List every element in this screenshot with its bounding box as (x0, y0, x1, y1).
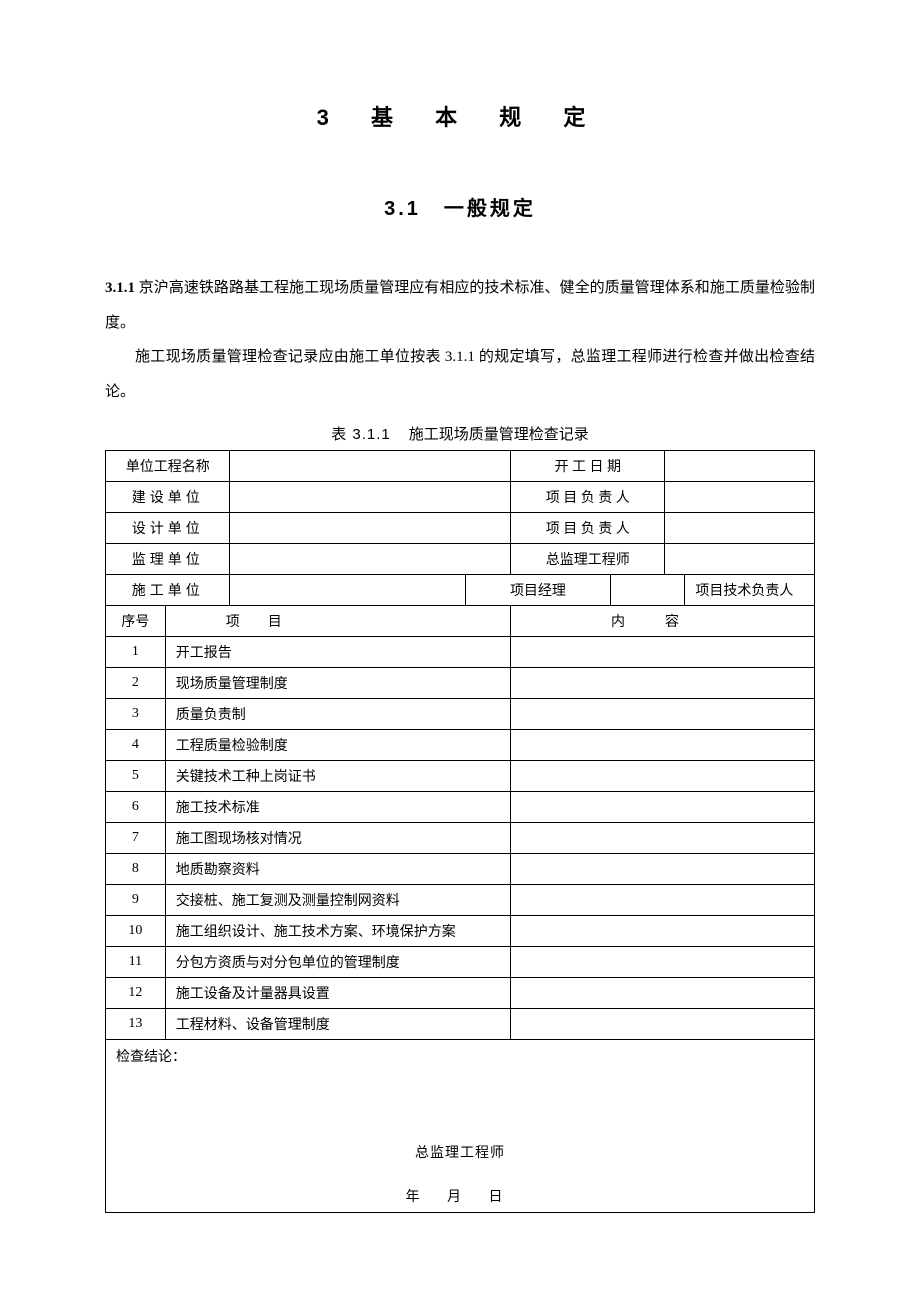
cell-item: 地质勘察资料 (165, 854, 510, 885)
cell-seq: 1 (106, 637, 166, 668)
cell-item: 开工报告 (165, 637, 510, 668)
cell-content (511, 978, 815, 1009)
cell-build-leader-value (665, 482, 815, 513)
cell-item: 质量负责制 (165, 699, 510, 730)
cell-supervise-unit-value (230, 544, 511, 575)
cell-content (511, 947, 815, 978)
cell-seq: 7 (106, 823, 166, 854)
clause-paragraph-1: 3.1.1 京沪高速铁路路基工程施工现场质量管理应有相应的技术标准、健全的质量管… (105, 271, 815, 340)
cell-project-name-value (230, 451, 511, 482)
table-row: 单位工程名称 开 工 日 期 (106, 451, 815, 482)
col-project: 项目 (165, 606, 510, 637)
table-row: 4工程质量检验制度 (106, 730, 815, 761)
clause-text-1: 京沪高速铁路路基工程施工现场质量管理应有相应的技术标准、健全的质量管理体系和施工… (105, 280, 815, 331)
table-row: 施工单位 项目经理 项目技术负责人 (106, 575, 815, 606)
cell-construct-unit-value (230, 575, 466, 606)
cell-content (511, 916, 815, 947)
table-caption-text: 施工现场质量管理检查记录 (409, 426, 589, 443)
cell-seq: 11 (106, 947, 166, 978)
table-row: 2现场质量管理制度 (106, 668, 815, 699)
table-row: 5关键技术工种上岗证书 (106, 761, 815, 792)
cell-build-unit-value (230, 482, 511, 513)
cell-build-unit-label: 建设单位 (106, 482, 230, 513)
cell-conclusion: 检查结论： 总监理工程师 年 月 日 (106, 1040, 815, 1213)
conclusion-label: 检查结论： (116, 1046, 804, 1066)
cell-content (511, 1009, 815, 1040)
cell-seq: 8 (106, 854, 166, 885)
cell-tech-leader-label: 项目技术负责人 (685, 575, 815, 606)
section-title: 3.1 一般规定 (105, 192, 815, 221)
table-caption: 表 3.1.1 施工现场质量管理检查记录 (105, 423, 815, 444)
cell-item: 施工组织设计、施工技术方案、环境保护方案 (165, 916, 510, 947)
cell-content (511, 823, 815, 854)
cell-supervise-unit-label: 监理单位 (106, 544, 230, 575)
table-row: 建设单位 项 目 负 责 人 (106, 482, 815, 513)
cell-seq: 6 (106, 792, 166, 823)
cell-item: 关键技术工种上岗证书 (165, 761, 510, 792)
table-row: 9交接桩、施工复测及测量控制网资料 (106, 885, 815, 916)
cell-item: 施工技术标准 (165, 792, 510, 823)
cell-design-leader-label: 项 目 负 责 人 (511, 513, 665, 544)
cell-chief-engineer-label: 总监理工程师 (511, 544, 665, 575)
cell-content (511, 668, 815, 699)
cell-build-leader-label: 项 目 负 责 人 (511, 482, 665, 513)
inspection-record-table: 单位工程名称 开 工 日 期 建设单位 项 目 负 责 人 设计单位 项 目 负… (105, 450, 815, 1213)
cell-project-name-label: 单位工程名称 (106, 451, 230, 482)
cell-content (511, 792, 815, 823)
cell-seq: 5 (106, 761, 166, 792)
cell-chief-engineer-value (665, 544, 815, 575)
cell-seq: 2 (106, 668, 166, 699)
chapter-title: 3 基 本 规 定 (105, 100, 815, 132)
cell-item: 施工设备及计量器具设置 (165, 978, 510, 1009)
table-row: 8地质勘察资料 (106, 854, 815, 885)
table-row: 10施工组织设计、施工技术方案、环境保护方案 (106, 916, 815, 947)
col-seq: 序号 (106, 606, 166, 637)
cell-content (511, 854, 815, 885)
cell-content (511, 637, 815, 668)
cell-item: 交接桩、施工复测及测量控制网资料 (165, 885, 510, 916)
table-row: 7施工图现场核对情况 (106, 823, 815, 854)
cell-design-leader-value (665, 513, 815, 544)
cell-seq: 12 (106, 978, 166, 1009)
cell-item: 施工图现场核对情况 (165, 823, 510, 854)
cell-construct-unit-label: 施工单位 (106, 575, 230, 606)
cell-pm-value (610, 575, 685, 606)
cell-seq: 9 (106, 885, 166, 916)
cell-pm-label: 项目经理 (466, 575, 610, 606)
table-row: 11分包方资质与对分包单位的管理制度 (106, 947, 815, 978)
cell-content (511, 699, 815, 730)
table-row-conclusion: 检查结论： 总监理工程师 年 月 日 (106, 1040, 815, 1213)
table-number: 表 3.1.1 (331, 426, 391, 443)
table-row: 6施工技术标准 (106, 792, 815, 823)
clause-number: 3.1.1 (105, 280, 135, 296)
cell-start-date-value (665, 451, 815, 482)
cell-content (511, 761, 815, 792)
table-row: 3质量负责制 (106, 699, 815, 730)
table-row: 设计单位 项 目 负 责 人 (106, 513, 815, 544)
conclusion-signer: 总监理工程师 (116, 1142, 804, 1162)
cell-item: 现场质量管理制度 (165, 668, 510, 699)
cell-content (511, 730, 815, 761)
cell-item: 分包方资质与对分包单位的管理制度 (165, 947, 510, 978)
col-content: 内容 (511, 606, 815, 637)
table-row: 13工程材料、设备管理制度 (106, 1009, 815, 1040)
table-row: 12施工设备及计量器具设置 (106, 978, 815, 1009)
cell-seq: 10 (106, 916, 166, 947)
cell-design-unit-label: 设计单位 (106, 513, 230, 544)
clause-paragraph-2: 施工现场质量管理检查记录应由施工单位按表 3.1.1 的规定填写，总监理工程师进… (105, 340, 815, 409)
cell-seq: 13 (106, 1009, 166, 1040)
cell-start-date-label: 开 工 日 期 (511, 451, 665, 482)
table-row: 1开工报告 (106, 637, 815, 668)
cell-item: 工程质量检验制度 (165, 730, 510, 761)
cell-seq: 3 (106, 699, 166, 730)
table-row: 序号 项目 内容 (106, 606, 815, 637)
table-row: 监理单位 总监理工程师 (106, 544, 815, 575)
cell-design-unit-value (230, 513, 511, 544)
cell-seq: 4 (106, 730, 166, 761)
conclusion-date: 年 月 日 (116, 1186, 804, 1206)
cell-item: 工程材料、设备管理制度 (165, 1009, 510, 1040)
cell-content (511, 885, 815, 916)
